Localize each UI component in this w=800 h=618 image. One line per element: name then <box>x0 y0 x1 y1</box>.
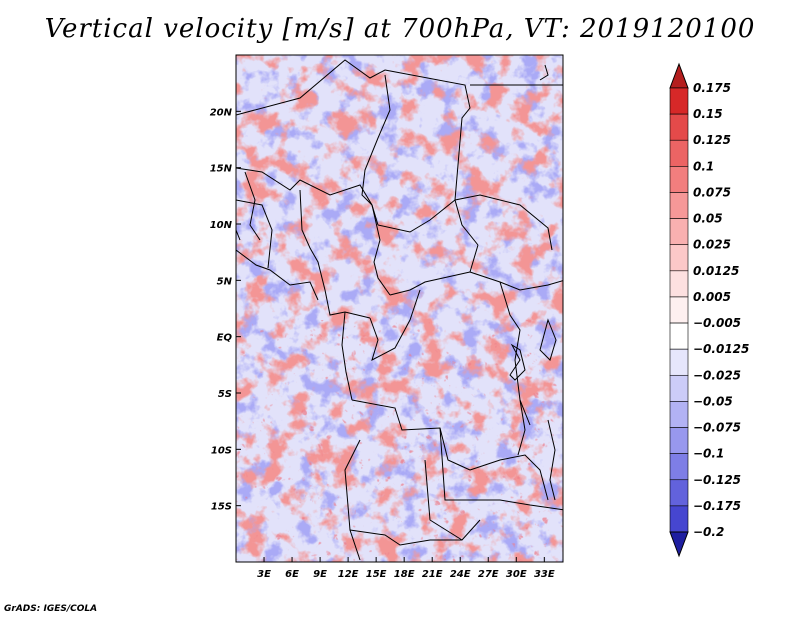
colorbar-segment <box>669 505 689 533</box>
lon-tick-label: 33E <box>534 569 555 580</box>
colorbar-segment <box>669 139 689 167</box>
colorbar-segment <box>669 113 689 141</box>
colorbar-label: 0.025 <box>693 238 731 252</box>
map-frame <box>235 54 564 563</box>
colorbar-segment <box>669 374 689 402</box>
lat-tick-label: 20N <box>210 107 233 118</box>
lon-tick-label: 15E <box>366 569 387 580</box>
colorbar-label: 0.075 <box>693 185 731 199</box>
colorbar-label: 0.15 <box>693 107 723 121</box>
lat-tick-label: 5N <box>217 276 233 287</box>
colorbar-label: 0.175 <box>693 81 731 95</box>
colorbar-bottom-arrow <box>669 531 689 558</box>
colorbar-label: 0.125 <box>693 133 731 147</box>
latitude-axis: 20N 15N 10N 5N EQ 5S 10S 15S <box>210 107 241 513</box>
colorbar-segment <box>669 87 689 115</box>
lat-tick-label: 10S <box>211 445 232 456</box>
colorbar-label: −0.075 <box>693 421 741 435</box>
lat-tick-label: EQ <box>217 333 233 344</box>
colorbar-label: −0.2 <box>693 525 724 539</box>
colorbar-segment <box>669 322 689 350</box>
colorbar-segment <box>669 270 689 298</box>
lon-tick-label: 3E <box>257 569 271 580</box>
color-legend: 0.175 0.15 0.125 0.1 0.075 0.05 0.025 0.0125 0.0… <box>669 62 749 558</box>
longitude-axis: 3E 6E 9E 12E 15E 18E 21E 24E 27E 30E 33E <box>257 557 555 580</box>
lon-tick-label: 9E <box>313 569 327 580</box>
colorbar-label: −0.025 <box>693 368 741 382</box>
colorbar-label: 0.0125 <box>693 264 739 278</box>
colorbar-segment <box>669 401 689 428</box>
colorbar-segment <box>669 453 689 481</box>
lon-tick-label: 18E <box>394 569 415 580</box>
map-title: Vertical velocity [m/s] at 700hPa, VT: 2… <box>44 14 756 44</box>
colorbar-segment <box>669 479 689 507</box>
colorbar-label: 0.1 <box>693 159 714 173</box>
colorbar-label: −0.1 <box>693 447 724 461</box>
lat-tick-label: 10N <box>210 220 233 231</box>
colorbar-label: 0.005 <box>693 290 731 304</box>
colorbar-segment <box>669 244 689 272</box>
lon-tick-label: 27E <box>478 569 499 580</box>
lon-tick-label: 21E <box>422 569 443 580</box>
colorbar-label: −0.0125 <box>693 342 749 356</box>
colorbar-label: −0.005 <box>693 316 741 330</box>
colorbar-label: −0.05 <box>693 394 733 408</box>
footer-credit: GrADS: IGES/COLA <box>4 604 98 614</box>
colorbar-segment <box>669 166 689 193</box>
colorbar-segment <box>669 427 689 454</box>
lon-tick-label: 30E <box>506 569 527 580</box>
colorbar-label: −0.175 <box>693 499 741 513</box>
colorbar-segment <box>669 296 689 324</box>
lat-tick-label: 15S <box>211 502 232 513</box>
colorbar-segment <box>669 218 689 246</box>
lat-tick-label: 15N <box>210 164 233 175</box>
vertical-velocity-field <box>236 55 563 562</box>
country-boundaries <box>236 59 563 561</box>
lon-tick-label: 12E <box>338 569 359 580</box>
colorbar-top-arrow <box>669 62 689 89</box>
colorbar-segment <box>669 192 689 219</box>
lat-tick-label: 5S <box>218 389 232 400</box>
colorbar-label: −0.125 <box>693 473 741 487</box>
lon-tick-label: 6E <box>285 569 299 580</box>
lon-tick-label: 24E <box>450 569 471 580</box>
colorbar-segment <box>669 348 689 376</box>
colorbar-label: 0.05 <box>693 212 723 226</box>
